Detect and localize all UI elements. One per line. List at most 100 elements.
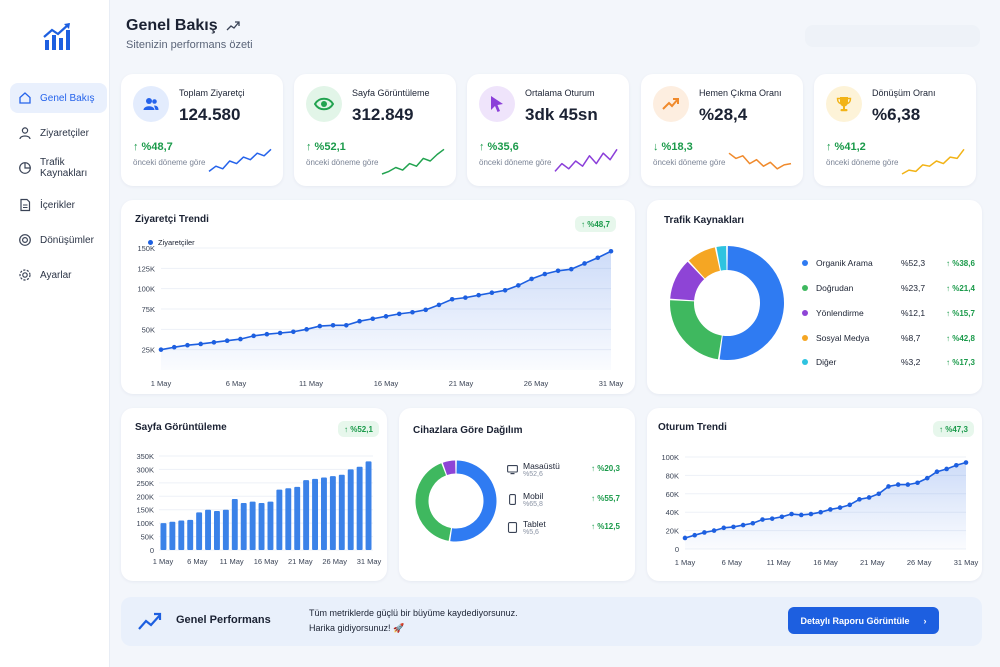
sidebar: Genel Bakış Ziyaretçiler Trafik Kaynakla… xyxy=(0,0,110,667)
chevron-right-icon: › xyxy=(923,615,927,626)
data-point xyxy=(211,340,217,345)
sidebar-item-trafik-kaynaklari[interactable]: Trafik Kaynakları xyxy=(10,153,107,183)
data-point xyxy=(489,290,495,296)
stat-change: ↑ %52,1 xyxy=(306,141,346,153)
data-point xyxy=(847,502,853,508)
bar xyxy=(196,512,203,550)
legend-dot xyxy=(148,240,153,245)
view-detailed-report-button[interactable]: Detaylı Raporu Görüntüle › xyxy=(788,607,939,634)
sidebar-item-label: Trafik Kaynakları xyxy=(40,157,88,179)
sidebar-item-label: Ayarlar xyxy=(40,269,72,281)
donut-slice xyxy=(450,460,497,542)
sidebar-item-icerikler[interactable]: İçerikler xyxy=(10,190,107,220)
sidebar-item-label: Ziyaretçiler xyxy=(40,127,89,139)
sidebar-item-ayarlar[interactable]: Ayarlar xyxy=(10,260,107,290)
stat-label: Toplam Ziyaretçi xyxy=(179,88,245,98)
donut-slice xyxy=(670,300,723,360)
x-tick-label: 21 May xyxy=(449,379,474,388)
banner-message-line1: Tüm metriklerde güçlü bir büyüme kaydedi… xyxy=(309,608,518,618)
mobile-icon xyxy=(507,492,518,510)
legend-change: ↑ %42,8 xyxy=(946,333,975,343)
data-point xyxy=(818,509,823,515)
sparkline-path xyxy=(554,148,618,172)
banner-message-line2: Harika gidiyorsunuz! 🚀 xyxy=(309,623,405,633)
legend-value: %8,7 xyxy=(901,333,921,343)
data-point xyxy=(317,323,323,329)
data-point xyxy=(750,520,756,526)
legend-change: ↑ %17,3 xyxy=(946,357,975,367)
data-point xyxy=(330,322,336,328)
sidebar-item-genel-bakis[interactable]: Genel Bakış xyxy=(10,83,107,113)
data-point xyxy=(837,505,843,510)
x-tick-label: 1 May xyxy=(675,558,696,567)
trend-up-icon xyxy=(138,612,162,630)
x-tick-label: 6 May xyxy=(187,557,208,566)
bar xyxy=(240,503,247,550)
data-point xyxy=(502,287,508,293)
y-tick-label: 250K xyxy=(136,479,154,488)
sidebar-item-donusumler[interactable]: Dönüşümler xyxy=(10,225,107,255)
y-tick-label: 50K xyxy=(142,325,155,334)
data-point xyxy=(304,327,309,332)
y-tick-label: 75K xyxy=(142,305,155,314)
data-point xyxy=(370,316,376,322)
bar xyxy=(187,519,194,550)
data-point xyxy=(828,507,833,512)
bar xyxy=(338,474,345,550)
data-point xyxy=(944,466,949,472)
stat-note: önceki döneme göre xyxy=(479,158,552,167)
y-tick-label: 100K xyxy=(137,285,155,294)
legend-item: Diğer %3,2 ↑ %17,3 xyxy=(802,355,977,369)
x-tick-label: 6 May xyxy=(722,558,743,567)
traffic-sources-title: Trafik Kaynakları xyxy=(664,215,745,226)
data-point xyxy=(158,347,164,352)
device-item: Mobil %65,8 ↑ %55,7 xyxy=(507,491,627,517)
data-point xyxy=(702,530,707,535)
date-range-selector[interactable] xyxy=(805,25,980,47)
stat-card: Ortalama Oturum 3dk 45sn ↑ %35,6 önceki … xyxy=(467,74,629,186)
donut-slice xyxy=(442,460,456,476)
x-tick-label: 31 May xyxy=(599,379,624,388)
bar xyxy=(258,503,265,550)
bar xyxy=(222,509,229,550)
devices-title: Cihazlara Göre Dağılım xyxy=(413,425,523,436)
y-tick-label: 40K xyxy=(666,508,679,517)
target-icon xyxy=(18,233,32,247)
gear-icon xyxy=(18,268,32,282)
legend-item: Doğrudan %23,7 ↑ %21,4 xyxy=(802,281,977,295)
bar xyxy=(249,501,256,550)
y-tick-label: 20K xyxy=(666,527,679,536)
legend-dot xyxy=(802,285,808,291)
session-trend-badge: ↑ %47,3 xyxy=(933,421,974,437)
data-point xyxy=(886,484,891,489)
page-title-text: Genel Bakış xyxy=(126,17,218,34)
donut-slice xyxy=(716,246,727,271)
legend-change: ↑ %15,7 xyxy=(946,308,975,318)
data-point xyxy=(555,268,561,274)
data-point xyxy=(396,311,402,317)
sparkline-path xyxy=(901,148,965,175)
stat-note: önceki döneme göre xyxy=(826,158,899,167)
visitor-trend-chart: 25K 50K 75K 100K 125K 150K 1 May 6 May 11 May 16 … xyxy=(137,244,624,388)
bar xyxy=(214,511,220,550)
data-point xyxy=(343,322,349,328)
legend-name: Doğrudan xyxy=(816,283,854,293)
bar xyxy=(285,488,292,550)
devices-card: Cihazlara Göre Dağılım Masaüstü %52,6 ↑ … xyxy=(399,408,635,581)
data-point xyxy=(608,248,614,254)
data-point xyxy=(238,336,243,342)
legend-item: Sosyal Medya %8,7 ↑ %42,8 xyxy=(802,331,977,345)
desktop-icon xyxy=(507,462,518,480)
bar xyxy=(276,489,283,550)
legend-dot xyxy=(802,359,808,365)
page-subtitle: Sitenizin performans özeti xyxy=(126,39,253,51)
sidebar-item-ziyaretciler[interactable]: Ziyaretçiler xyxy=(10,118,107,148)
sparkline-path xyxy=(208,148,272,172)
x-tick-label: 21 May xyxy=(860,558,885,567)
visitor-trend-badge: ↑ %48,7 xyxy=(575,216,616,232)
data-point xyxy=(866,495,872,500)
pageviews-bar-chart: 0 50K 100K 150K 200K 250K 300K 350K 1 May 6 May 11… xyxy=(136,452,381,566)
data-point xyxy=(760,517,765,522)
bar xyxy=(356,466,363,550)
data-point xyxy=(876,491,882,497)
